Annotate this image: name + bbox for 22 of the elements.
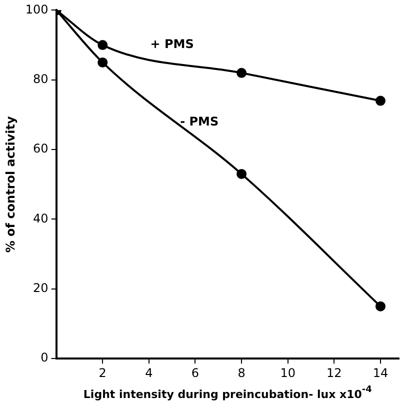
x-tick-label: 10 — [280, 366, 296, 380]
point — [375, 96, 386, 106]
x-tick-label: 2 — [98, 366, 106, 380]
x-tick-label: 4 — [145, 366, 153, 380]
point — [98, 40, 108, 50]
y-tick-label: 80 — [33, 72, 48, 86]
series-label: - PMS — [180, 114, 219, 128]
y-tick-label: 40 — [33, 211, 48, 226]
point — [375, 301, 386, 312]
y-tick-label: 100 — [25, 2, 48, 16]
x-tick-label: 6 — [191, 366, 200, 380]
point — [236, 168, 247, 179]
point — [236, 68, 247, 78]
y-axis-title: % of control activity — [3, 116, 18, 253]
series-label: + PMS — [150, 37, 194, 52]
x-tick-label: 14 — [372, 366, 388, 380]
x-tick-label: 12 — [326, 366, 342, 380]
y-tick-label: 20 — [33, 281, 48, 296]
y-tick-label: 0 — [40, 350, 48, 365]
x-tick-label: 8 — [238, 366, 246, 380]
y-tick-label: 60 — [33, 142, 48, 156]
point — [98, 57, 108, 68]
